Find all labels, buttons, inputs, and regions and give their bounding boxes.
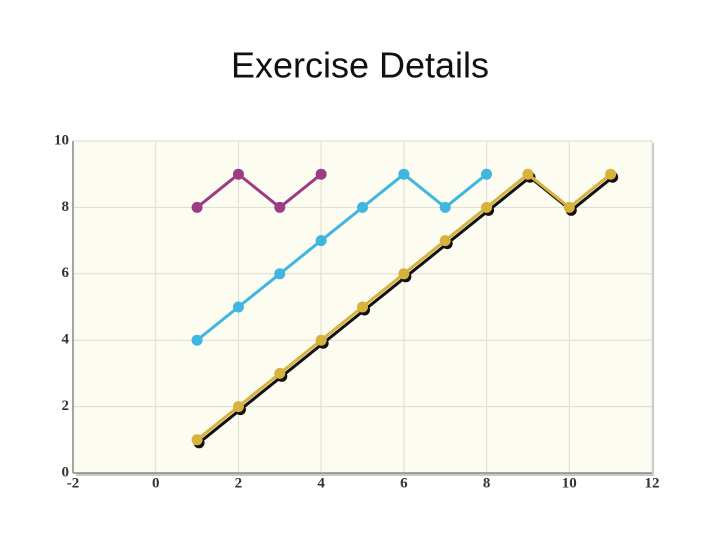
x-tick-label: 0: [152, 475, 160, 491]
series-group: [191, 168, 617, 446]
x-tick-label: -2: [67, 475, 80, 491]
x-tick-label: 4: [317, 475, 325, 491]
data-point: [481, 201, 493, 213]
series-line: [196, 172, 323, 210]
data-point: [357, 201, 368, 213]
data-point: [481, 168, 493, 180]
data-point: [232, 168, 244, 180]
data-point: [563, 201, 575, 213]
data-point: [439, 235, 451, 247]
data-point: [398, 268, 410, 280]
x-tick-label: 6: [400, 475, 408, 491]
data-point: [605, 168, 617, 180]
data-point: [522, 168, 534, 180]
y-tick-label: 6: [62, 265, 70, 281]
x-tick-label: 12: [645, 475, 660, 491]
data-point: [315, 235, 327, 247]
x-tick-label: 8: [483, 475, 491, 491]
data-point: [232, 401, 244, 413]
y-tick-label: 0: [62, 464, 70, 480]
data-point: [274, 367, 286, 379]
data-point: [274, 201, 286, 213]
x-tick-label: 10: [562, 475, 577, 491]
data-point: [191, 334, 203, 346]
series-line: [196, 172, 488, 342]
y-tick-label: 8: [62, 199, 70, 215]
data-point: [439, 201, 451, 213]
data-point: [357, 301, 368, 313]
y-tick-label: 10: [54, 132, 69, 148]
data-point: [315, 334, 327, 346]
data-point: [274, 268, 286, 280]
data-point: [315, 168, 327, 180]
data-point: [191, 201, 203, 213]
slide-title: Exercise Details: [231, 45, 489, 86]
data-point: [191, 434, 203, 446]
y-tick-label: 2: [62, 398, 70, 414]
data-point: [398, 168, 410, 180]
series-group: [191, 168, 493, 346]
series-group: [191, 168, 327, 213]
y-tick-label: 4: [62, 332, 70, 348]
x-tick-label: 2: [235, 475, 243, 491]
data-point: [232, 301, 244, 313]
